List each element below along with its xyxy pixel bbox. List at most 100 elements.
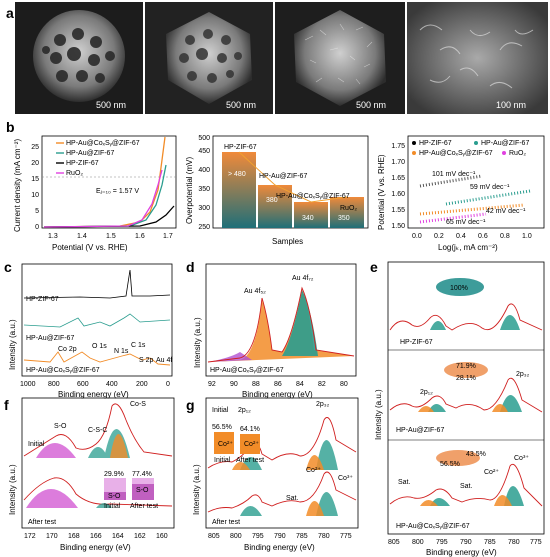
b2-yticks: 250 300 350 400 450 500 xyxy=(198,135,210,231)
e-pie-1 xyxy=(436,278,484,296)
scale-bar-label-4: 100 nm xyxy=(496,100,526,110)
g-trace-after xyxy=(207,471,357,513)
b3-xticks: 0.0 0.2 0.4 0.6 0.8 1.0 xyxy=(412,233,532,240)
svg-text:1.60: 1.60 xyxy=(391,191,405,198)
b2-xlabel: Samples xyxy=(272,237,303,246)
svg-text:Initial: Initial xyxy=(104,503,121,510)
b2-bar-4 xyxy=(330,197,364,228)
e-ylabel: Intensity (a.u.) xyxy=(374,389,383,440)
g-fill-after-a xyxy=(240,492,338,516)
c-peak-label: S 2p xyxy=(139,357,154,364)
svg-text:20: 20 xyxy=(31,160,39,167)
b1-chart: HP-Au@CoₓSᵧ@ZIF-67 HP-Au@ZIF-67 HP-ZIF-6… xyxy=(13,135,177,252)
svg-text:800: 800 xyxy=(412,539,424,546)
b1-xlabel: Potential (V vs. RHE) xyxy=(52,243,128,252)
d-chart: Au 4f₅₂ Au 4f₇₂ HP-Au@CoₓSᵧ@ZIF-67 92 90… xyxy=(193,263,357,399)
svg-text:1.6: 1.6 xyxy=(135,233,145,240)
b1-legend-item: HP-Au@ZIF-67 xyxy=(66,150,114,157)
svg-text:300: 300 xyxy=(198,205,210,212)
svg-text:166: 166 xyxy=(90,533,102,540)
panel-letter-f: f xyxy=(4,397,9,413)
f-peak-label: C-S-C xyxy=(88,427,107,434)
f-ylabel: Intensity (a.u.) xyxy=(8,464,17,515)
b2-bar-2 xyxy=(258,185,292,228)
svg-text:775: 775 xyxy=(340,533,352,540)
svg-text:0: 0 xyxy=(166,381,170,388)
b1-curve-hp-zif xyxy=(43,205,175,228)
b2-bar-3 xyxy=(294,202,328,228)
g-peak-label: Co²⁺ xyxy=(306,467,321,474)
svg-text:172: 172 xyxy=(24,533,36,540)
e-fill-2b xyxy=(418,404,508,412)
c-chart: HP-ZIF-67 HP-Au@ZIF-67 HP-Au@CoₓSᵧ@ZIF-6… xyxy=(8,263,173,399)
e-sample-label: HP-ZIF-67 xyxy=(400,339,433,346)
e-trace-1 xyxy=(389,303,543,331)
svg-text:1.55: 1.55 xyxy=(391,207,405,214)
svg-text:200: 200 xyxy=(136,381,148,388)
svg-text:92: 92 xyxy=(208,381,216,388)
e-sample-label: HP-Au@CoₓSᵧ@ZIF-67 xyxy=(396,523,470,530)
f-fill-after-cos xyxy=(96,503,112,508)
b2-bar-1 xyxy=(222,152,256,228)
svg-text:S-O: S-O xyxy=(108,493,121,500)
b1-xticks: 1.3 1.4 1.5 1.6 1.7 xyxy=(48,233,173,240)
b3-slope: 65 mV dec⁻¹ xyxy=(446,219,486,226)
f-fill-initial-so xyxy=(36,443,76,458)
b3-yticks: 1.50 1.55 1.60 1.65 1.70 1.75 xyxy=(391,143,405,230)
e-sample-label: HP-Au@ZIF-67 xyxy=(396,427,444,434)
svg-text:805: 805 xyxy=(388,539,400,546)
c-peak-label: N 1s xyxy=(114,348,129,355)
d-sample-label: HP-Au@CoₓSᵧ@ZIF-67 xyxy=(210,367,284,374)
svg-text:785: 785 xyxy=(484,539,496,546)
c-xlabel: Binding energy (eV) xyxy=(58,390,129,399)
svg-text:1.75: 1.75 xyxy=(391,143,405,150)
b2-trend-line xyxy=(238,151,348,203)
b1-legend-item: HP-Au@CoₓSᵧ@ZIF-67 xyxy=(66,140,140,147)
d-envelope xyxy=(207,286,355,363)
svg-text:77.4%: 77.4% xyxy=(132,471,152,478)
e-label: Sat. xyxy=(460,483,473,490)
d-peak-label: Au 4f₅₂ xyxy=(244,288,266,295)
sem-image-2: 500 nm xyxy=(145,2,273,114)
d-peak-label: Au 4f₇₂ xyxy=(292,275,314,282)
svg-text:Initial: Initial xyxy=(214,457,231,464)
e-pie-label: 71.9% xyxy=(456,363,476,370)
svg-text:1000: 1000 xyxy=(20,381,36,388)
svg-text:0.0: 0.0 xyxy=(412,233,422,240)
g-fill-after-b xyxy=(306,501,324,516)
g-xlabel: Binding energy (eV) xyxy=(244,543,315,552)
svg-text:After test: After test xyxy=(236,457,264,464)
e-chart: 100% HP-ZIF-67 71.9% 28.1% 2p₁₂ 2p₃₂ HP-… xyxy=(374,261,545,557)
b3-slope: 101 mV dec⁻¹ xyxy=(432,171,476,178)
e-pie-3 xyxy=(436,450,480,466)
scale-bar-label-3: 500 nm xyxy=(356,100,386,110)
svg-text:780: 780 xyxy=(508,539,520,546)
d-ylabel: Intensity (a.u.) xyxy=(193,317,202,368)
b3-legend: HP-ZIF-67 HP-Au@ZIF-67 HP-Au@CoₓSᵧ@ZIF-6… xyxy=(412,140,529,157)
g-chart: Initial After test 2p₁₂ 2p₃₂ Sat. Co²⁺ C… xyxy=(192,397,359,552)
svg-text:350: 350 xyxy=(338,215,350,222)
svg-text:After test: After test xyxy=(130,503,158,510)
svg-text:10: 10 xyxy=(31,192,39,199)
svg-text:1.7: 1.7 xyxy=(163,233,173,240)
b1-annotation: Eⱼ₌₁₀ = 1.57 V xyxy=(96,188,139,195)
svg-text:168: 168 xyxy=(68,533,80,540)
g-peak-label: 2p₁₂ xyxy=(238,407,251,414)
b2-chart: HP-ZIF-67 HP-Au@ZIF-67 HP-Au@CoₓSᵧ@ZIF-6… xyxy=(185,135,369,246)
e-label: Sat. xyxy=(398,479,411,486)
b1-curve-hp-au-zif xyxy=(43,164,167,228)
c-ylabel: Intensity (a.u.) xyxy=(8,319,17,370)
svg-text:HP-Au@CoₓSᵧ@ZIF-67: HP-Au@CoₓSᵧ@ZIF-67 xyxy=(419,150,493,157)
svg-text:790: 790 xyxy=(274,533,286,540)
svg-text:1.50: 1.50 xyxy=(391,223,405,230)
svg-text:350: 350 xyxy=(198,186,210,193)
b2-bar-label: HP-Au@ZIF-67 xyxy=(259,173,307,180)
e-trace-2 xyxy=(389,377,543,413)
g-state-label: After test xyxy=(212,519,240,526)
panel-letter-a: a xyxy=(6,5,14,21)
scale-bar-label-2: 500 nm xyxy=(226,100,256,110)
svg-text:795: 795 xyxy=(436,539,448,546)
b2-bar-values: > 480 380 340 350 xyxy=(228,171,350,222)
g-fill-initial-a xyxy=(240,440,338,470)
d-peak-fill-2 xyxy=(282,290,318,356)
